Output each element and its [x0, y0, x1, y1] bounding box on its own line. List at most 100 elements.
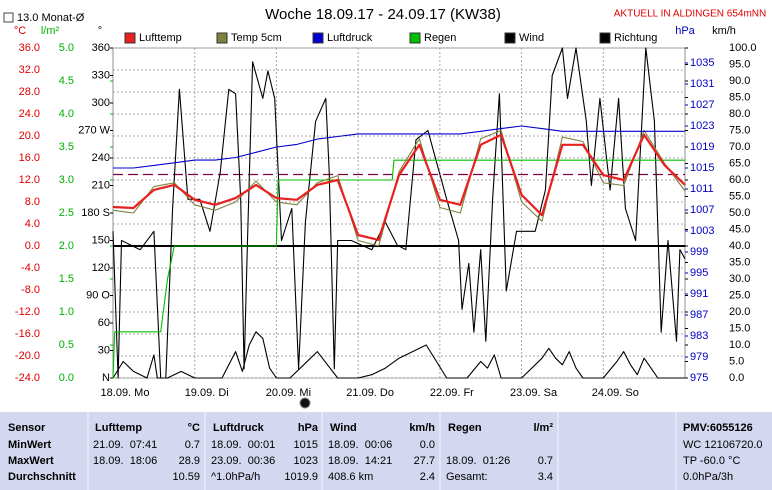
y-tick-label: 0.0 — [59, 372, 74, 384]
table-info: TP -60.0 °C — [683, 455, 740, 467]
y-tick-label: 1031 — [690, 78, 714, 90]
y-tick-label: 28.0 — [19, 86, 40, 98]
y-tick-label: 75.0 — [729, 124, 750, 136]
series-line — [112, 331, 685, 379]
x-tick-label: 21.09. Do — [346, 387, 394, 399]
table-cell-value: 2.4 — [420, 471, 435, 483]
monthly-avg-checkbox[interactable] — [3, 12, 14, 23]
y-tick-label: -20.0 — [15, 350, 40, 362]
y-tick-label: 16.0 — [19, 152, 40, 164]
y-tick-label: 1007 — [690, 204, 714, 216]
y-tick-label: -16.0 — [15, 328, 40, 340]
y-tick-label: 1019 — [690, 141, 714, 153]
y-tick-label: 4.0 — [59, 108, 74, 120]
y-tick-label: 32.0 — [19, 64, 40, 76]
y-tick-label: 2.5 — [59, 207, 74, 219]
series-line — [112, 133, 686, 241]
x-tick-label: 23.09. Sa — [510, 387, 558, 399]
y-tick-label: 15.0 — [729, 322, 750, 334]
table-cell-value: 3.4 — [538, 471, 553, 483]
y-tick-label: 8.0 — [25, 196, 40, 208]
y-tick-label: 100.0 — [729, 42, 757, 54]
table-header: Regen — [448, 422, 482, 434]
y-tick-label: 3.0 — [59, 174, 74, 186]
y-tick-label: 3.5 — [59, 141, 74, 153]
y-tick-label: 12.0 — [19, 174, 40, 186]
y-tick-label: 36.0 — [19, 42, 40, 54]
legend-swatch — [504, 32, 516, 44]
table-cell-time: ^1.0hPa/h — [211, 471, 260, 483]
y-tick-label: 1035 — [690, 57, 714, 69]
y-tick-label: -12.0 — [15, 306, 40, 318]
y-tick-label: 979 — [690, 351, 708, 363]
axis-unit: ° — [98, 25, 102, 37]
table-row-label: Sensor — [8, 422, 46, 434]
y-tick-label: 120 — [92, 262, 110, 274]
table-cell-value: 1023 — [294, 455, 318, 467]
table-unit: hPa — [298, 422, 319, 434]
y-tick-label: 975 — [690, 372, 708, 384]
plot-area — [112, 47, 686, 379]
legend-swatch — [216, 32, 228, 44]
x-tick-label: 18.09. Mo — [101, 387, 150, 399]
table-row-label: Durchschnitt — [8, 471, 76, 483]
y-tick-label: 0.0 — [729, 372, 744, 384]
y-tick-label: 1.0 — [59, 306, 74, 318]
y-tick-label: 55.0 — [729, 190, 750, 202]
table-cell-value: 27.7 — [414, 455, 435, 467]
monthly-avg-label: 13.0 Monat-Ø — [17, 12, 85, 24]
series-line — [113, 125, 685, 169]
y-tick-label: 180 S — [81, 207, 110, 219]
y-tick-label: 1011 — [690, 183, 714, 195]
y-tick-label: 1003 — [690, 225, 714, 237]
table-header: Lufttemp — [95, 422, 142, 434]
axis-unit: hPa — [675, 25, 695, 37]
y-tick-label: 1027 — [690, 99, 714, 111]
y-tick-label: 2.0 — [59, 240, 74, 252]
table-unit: °C — [188, 422, 200, 434]
station-label: AKTUELL IN ALDINGEN 654mNN — [614, 9, 766, 20]
legend-label: Regen — [424, 32, 456, 44]
table-cell-time: 18.09. 00:01 — [211, 439, 275, 451]
y-tick-label: 0.0 — [25, 240, 40, 252]
table-cell-time: 18.09. 01:26 — [446, 455, 510, 467]
legend-swatch — [409, 32, 421, 44]
table-cell-value: 1019.9 — [284, 471, 318, 483]
legend-swatch — [312, 32, 324, 44]
y-tick-label: 20.0 — [19, 130, 40, 142]
y-tick-label: 0.5 — [59, 339, 74, 351]
legend-label: Wind — [519, 32, 544, 44]
table-cell-value: 28.9 — [179, 455, 200, 467]
series-line — [112, 159, 685, 379]
y-tick-label: -4.0 — [21, 262, 40, 274]
y-tick-label: -24.0 — [15, 372, 40, 384]
y-tick-label: 1015 — [690, 162, 714, 174]
y-tick-label: 270 W — [78, 124, 110, 136]
table-cell-time: 18.09. 00:06 — [328, 439, 392, 451]
y-tick-label: 90 O — [86, 289, 110, 301]
y-tick-label: 210 — [92, 179, 110, 191]
table-cell-value: 0.7 — [185, 439, 200, 451]
legend-label: Richtung — [614, 32, 657, 44]
chart-title: Woche 18.09.17 - 24.09.17 (KW38) — [265, 6, 501, 23]
y-tick-label: 25.0 — [729, 289, 750, 301]
series-line — [112, 47, 686, 379]
y-tick-label: 983 — [690, 330, 708, 342]
y-tick-label: 80.0 — [729, 108, 750, 120]
table-cell-value: 1015 — [294, 439, 318, 451]
moon-icon — [299, 397, 311, 409]
table-cell-time: 408.6 km — [328, 471, 373, 483]
y-tick-label: 150 — [92, 234, 110, 246]
y-tick-label: 90.0 — [729, 75, 750, 87]
y-tick-label: 70.0 — [729, 141, 750, 153]
y-tick-label: 4.0 — [25, 218, 40, 230]
y-tick-label: 85.0 — [729, 91, 750, 103]
table-cell-time: 21.09. 07:41 — [93, 439, 157, 451]
y-tick-label: 95.0 — [729, 58, 750, 70]
y-tick-label: -8.0 — [21, 284, 40, 296]
table-cell-value: 10.59 — [172, 471, 200, 483]
y-tick-label: 30 — [98, 344, 110, 356]
table-cell-value: 0.7 — [538, 455, 553, 467]
table-info: 0.0hPa/3h — [683, 471, 733, 483]
y-tick-label: 60.0 — [729, 174, 750, 186]
